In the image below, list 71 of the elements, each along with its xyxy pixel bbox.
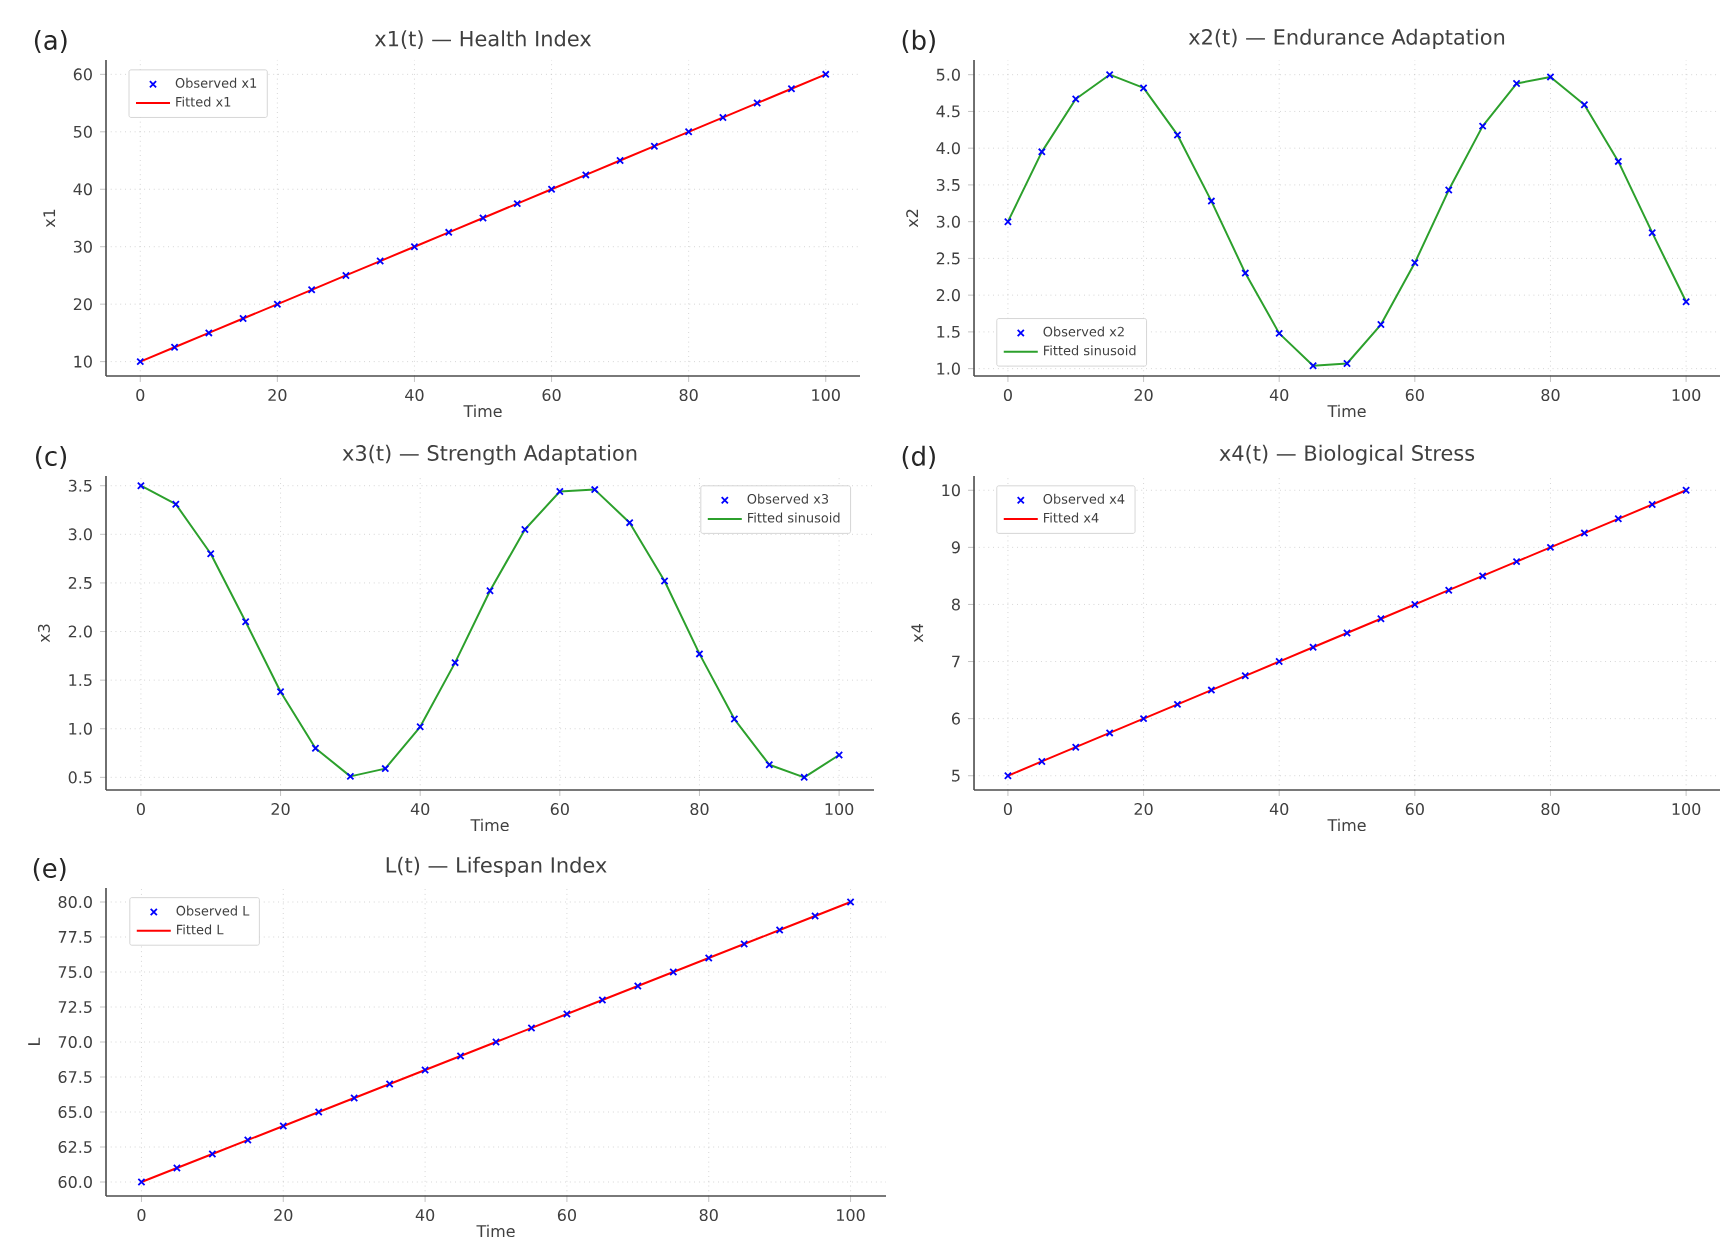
point (136, 357, 145, 366)
text: (c) (36, 445, 67, 469)
point (346, 772, 355, 781)
point (492, 1038, 500, 1046)
point (787, 84, 796, 93)
point (1580, 100, 1589, 109)
point (1444, 186, 1453, 195)
point (136, 481, 145, 490)
point (204, 328, 213, 337)
point (307, 285, 316, 294)
point (241, 617, 250, 626)
point (1512, 79, 1521, 88)
line-series (139, 484, 841, 779)
point (821, 70, 830, 79)
chart-title: L(t) — Lifespan Index (386, 856, 607, 877)
point (633, 982, 642, 990)
point (1614, 157, 1623, 166)
point (381, 764, 390, 773)
point (800, 773, 809, 782)
point (1139, 714, 1148, 723)
point (1410, 258, 1419, 267)
point (625, 518, 634, 527)
point (171, 500, 180, 509)
point (581, 170, 590, 179)
point (206, 549, 215, 558)
point (513, 199, 522, 208)
point (1444, 586, 1453, 595)
point (376, 257, 385, 266)
chart-title: x1(t) — Health Index (374, 30, 592, 49)
point (1037, 147, 1046, 156)
point (416, 722, 425, 731)
point (1071, 743, 1080, 752)
chart-title: x4(t) — Biological Stress (1219, 444, 1475, 465)
point (1682, 486, 1691, 495)
point (243, 1136, 252, 1144)
point (1512, 557, 1521, 566)
point (1241, 269, 1250, 278)
point (753, 99, 762, 108)
point (172, 1164, 181, 1172)
chart-title: x2(t) — Endurance Adaptation (1188, 28, 1505, 49)
point (1309, 643, 1318, 652)
point (1173, 700, 1182, 709)
line-series (1006, 73, 1688, 367)
point (1241, 671, 1250, 680)
point (562, 1010, 571, 1018)
point (704, 954, 713, 962)
point (479, 213, 487, 222)
text: (b) (902, 29, 935, 53)
chart-title: x3(t) — Strength Adaptation (342, 444, 637, 465)
text: (d) (902, 445, 935, 469)
point (811, 912, 820, 920)
text: (a) (34, 29, 67, 53)
point (1275, 329, 1284, 338)
point (1343, 629, 1352, 637)
point (1546, 543, 1555, 552)
point (1682, 297, 1691, 306)
point (1648, 228, 1657, 237)
point (350, 1094, 359, 1102)
point (684, 127, 693, 136)
point (410, 242, 419, 251)
point (273, 300, 282, 309)
point (590, 485, 599, 494)
point (421, 1066, 430, 1074)
point (740, 940, 749, 948)
point (765, 760, 774, 769)
point (1614, 514, 1623, 523)
point (1071, 94, 1080, 103)
point (1105, 70, 1114, 79)
point (835, 751, 844, 759)
point (444, 228, 453, 237)
text: (e) (33, 857, 66, 881)
